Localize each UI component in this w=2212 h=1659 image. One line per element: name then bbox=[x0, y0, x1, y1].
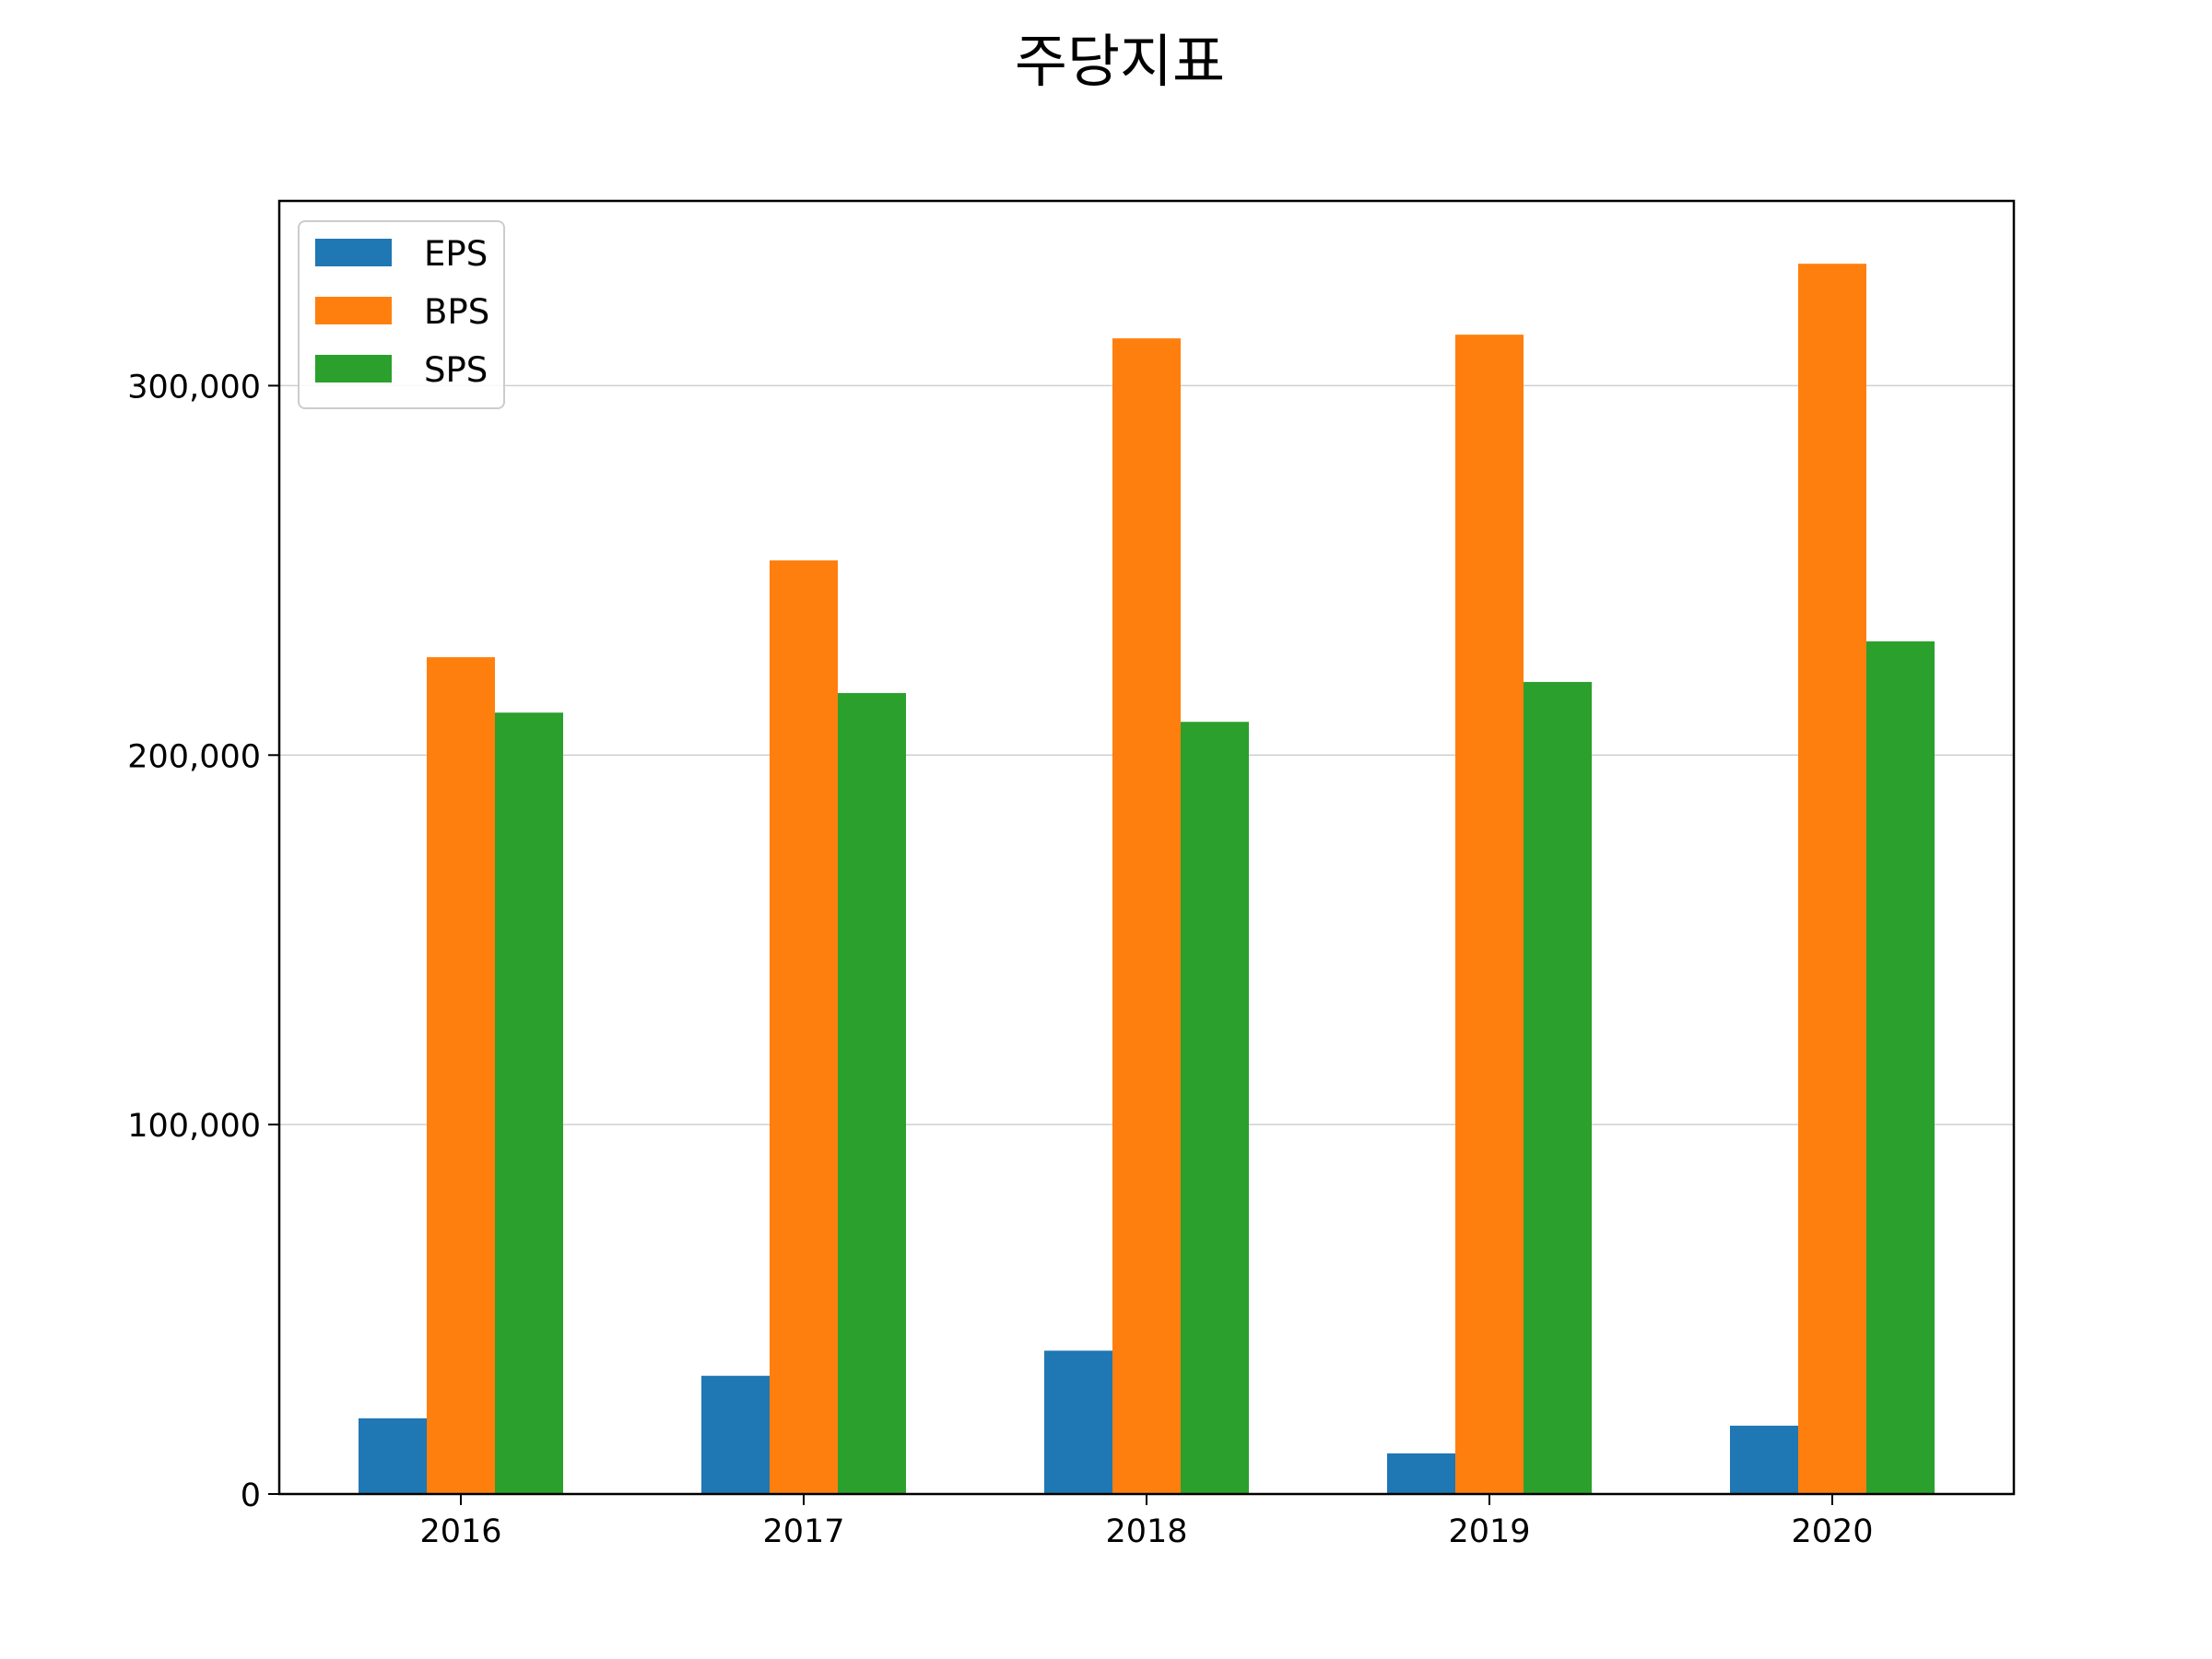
bar-bps-2019 bbox=[1455, 335, 1524, 1494]
bar-bps-2016 bbox=[427, 657, 495, 1494]
y-tick-label: 100,000 bbox=[127, 1108, 261, 1145]
x-tick-label: 2017 bbox=[762, 1513, 844, 1550]
bars bbox=[359, 264, 1935, 1494]
x-tick-label: 2020 bbox=[1791, 1513, 1873, 1550]
bar-sps-2018 bbox=[1181, 722, 1249, 1494]
legend-label: BPS bbox=[424, 292, 489, 332]
x-tick-label: 2019 bbox=[1448, 1513, 1530, 1550]
chart-title: 주당지표 bbox=[1015, 28, 1225, 95]
y-axis: 0 100,000 200,000 300,000 bbox=[127, 369, 279, 1514]
bar-eps-2018 bbox=[1044, 1350, 1112, 1494]
bar-sps-2019 bbox=[1524, 681, 1592, 1494]
y-tick-label: 0 bbox=[241, 1477, 261, 1514]
x-tick-label: 2016 bbox=[419, 1513, 501, 1550]
bar-eps-2020 bbox=[1730, 1425, 1798, 1494]
bar-bps-2018 bbox=[1112, 338, 1181, 1494]
x-axis: 2016 2017 2018 2019 2020 bbox=[419, 1494, 1874, 1550]
bar-sps-2017 bbox=[838, 692, 906, 1494]
bar-sps-2016 bbox=[495, 712, 563, 1494]
legend: EPS BPS SPS bbox=[298, 220, 505, 409]
legend-swatch bbox=[315, 297, 392, 324]
bar-bps-2020 bbox=[1798, 264, 1866, 1494]
legend-label: SPS bbox=[424, 350, 488, 390]
bar-eps-2017 bbox=[701, 1375, 770, 1494]
bar-bps-2017 bbox=[770, 560, 838, 1494]
bar-sps-2020 bbox=[1866, 641, 1935, 1494]
y-tick-label: 300,000 bbox=[127, 369, 261, 406]
bar-eps-2016 bbox=[359, 1418, 427, 1494]
legend-swatch bbox=[315, 355, 392, 382]
legend-label: EPS bbox=[424, 234, 488, 274]
legend-swatch bbox=[315, 239, 392, 266]
bar-eps-2019 bbox=[1387, 1453, 1455, 1494]
x-tick-label: 2018 bbox=[1105, 1513, 1187, 1550]
y-tick-label: 200,000 bbox=[127, 738, 261, 775]
